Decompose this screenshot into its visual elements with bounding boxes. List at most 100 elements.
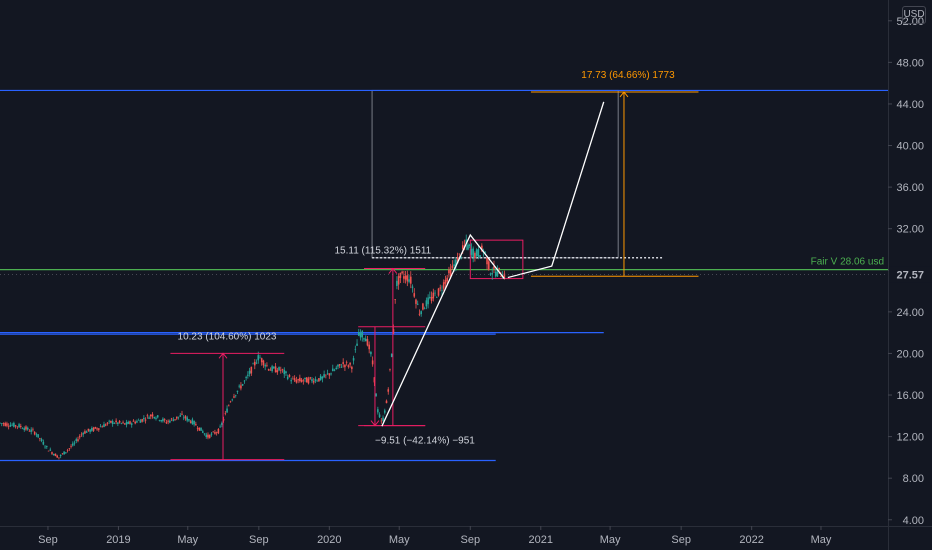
candle-body xyxy=(383,410,386,413)
y-tick-label: 36.00 xyxy=(896,182,924,194)
candle-body xyxy=(111,421,114,424)
candle-body xyxy=(253,361,256,366)
candle-body xyxy=(404,275,407,280)
candle-body xyxy=(392,329,395,334)
candle-body xyxy=(234,395,237,396)
candle-body xyxy=(179,415,182,417)
candle-body xyxy=(467,244,469,250)
candle-body xyxy=(238,385,240,387)
candle-body xyxy=(125,422,128,425)
candle-body xyxy=(153,416,156,419)
candle-body xyxy=(144,419,147,421)
candle-body xyxy=(493,266,495,269)
candle-body xyxy=(63,451,65,455)
x-tick-label: May xyxy=(600,534,621,546)
range-arrow-head xyxy=(218,352,228,359)
candle-body xyxy=(19,425,22,427)
candle-body xyxy=(175,416,178,419)
candle-body xyxy=(475,249,478,256)
candle-body xyxy=(498,267,500,269)
candle-body xyxy=(37,434,39,438)
candle-body xyxy=(123,423,126,425)
candle-body xyxy=(177,416,180,418)
projection-wedge xyxy=(381,233,505,427)
candle-body xyxy=(212,431,214,433)
candle-body xyxy=(137,419,140,421)
candle-body xyxy=(139,420,142,423)
candle-body xyxy=(169,420,171,423)
candle-body xyxy=(456,257,459,264)
candle-body xyxy=(45,446,48,447)
candle-body xyxy=(82,433,84,435)
candle-body xyxy=(16,426,19,428)
candle-body xyxy=(32,429,34,431)
candle-body xyxy=(92,427,95,431)
candle-body xyxy=(233,396,235,398)
candle-body xyxy=(340,366,343,368)
candle-body xyxy=(208,434,211,438)
y-tick-label: 20.00 xyxy=(896,348,924,360)
candle-body xyxy=(122,422,124,423)
candle-body xyxy=(451,265,454,269)
candle-body xyxy=(279,369,282,371)
candle-body xyxy=(68,448,71,449)
y-tick-label: 32.00 xyxy=(896,224,924,236)
candle-body xyxy=(13,422,15,427)
x-tick-label: Sep xyxy=(671,534,691,546)
candle-body xyxy=(219,426,221,428)
y-tick-label: 12.00 xyxy=(896,432,924,444)
candle-body xyxy=(85,431,88,433)
candle-body xyxy=(494,271,497,277)
candle-body xyxy=(170,418,173,420)
candle-body xyxy=(250,366,253,374)
candle-body xyxy=(351,366,353,370)
candle-body xyxy=(240,385,242,389)
candle-body xyxy=(394,299,396,301)
candle-body xyxy=(247,374,249,376)
candle-body xyxy=(136,421,138,423)
fair-value-label: Fair V 28.06 usd xyxy=(811,257,884,268)
candle-body xyxy=(257,355,260,361)
candle-body xyxy=(300,379,303,383)
x-tick-label: 2019 xyxy=(106,534,130,546)
candle-body xyxy=(344,364,346,368)
candle-body xyxy=(387,389,390,392)
candle-body xyxy=(281,369,284,370)
candle-body xyxy=(338,364,341,366)
candle-body xyxy=(42,441,45,445)
candle-body xyxy=(390,353,393,357)
candle-body xyxy=(273,366,275,369)
last-price-label: 27.57 xyxy=(896,270,924,282)
candle-body xyxy=(297,379,299,381)
y-tick-label: 4.00 xyxy=(903,515,924,527)
candle-body xyxy=(224,413,227,414)
candle-body xyxy=(75,439,78,442)
candle-body xyxy=(285,371,287,374)
candle-body xyxy=(415,299,417,304)
candle-body xyxy=(134,421,136,424)
candle-body xyxy=(461,245,464,249)
candle-body xyxy=(23,428,26,430)
candle-body xyxy=(14,425,17,427)
candle-body xyxy=(94,426,97,429)
candle-body xyxy=(44,446,46,448)
candle-body xyxy=(267,369,270,371)
candle-body xyxy=(380,420,383,422)
candle-body xyxy=(319,375,322,381)
candle-body xyxy=(295,380,298,383)
currency-button[interactable]: USD xyxy=(902,6,926,24)
candle-body xyxy=(262,360,265,366)
resistance-box xyxy=(469,239,524,280)
candle-body xyxy=(189,421,192,423)
candle-body xyxy=(130,423,133,425)
candle-body xyxy=(437,288,440,296)
range-label: 10.23 (104.60%) 1023 xyxy=(178,331,277,342)
candle-body xyxy=(120,423,123,424)
candle-body xyxy=(357,332,360,336)
candle-body xyxy=(71,443,74,446)
candle-body xyxy=(191,419,194,425)
candle-body xyxy=(201,431,204,433)
candle-body xyxy=(311,379,313,382)
